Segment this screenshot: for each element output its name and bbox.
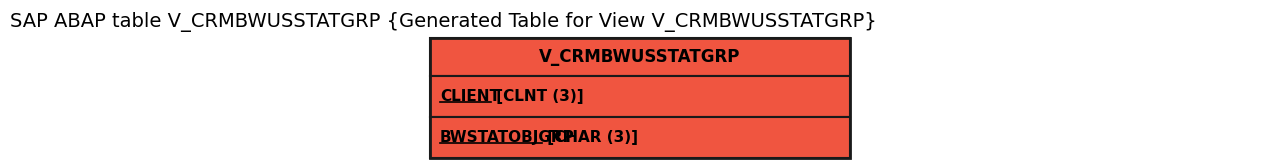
Bar (430, 76, 850, 117)
Text: [CLNT (3)]: [CLNT (3)] (490, 89, 583, 104)
Text: V_CRMBWUSSTATGRP: V_CRMBWUSSTATGRP (539, 48, 741, 66)
Text: SAP ABAP table V_CRMBWUSSTATGRP {Generated Table for View V_CRMBWUSSTATGRP}: SAP ABAP table V_CRMBWUSSTATGRP {Generat… (10, 12, 877, 32)
Text: BWSTATOBJGRP: BWSTATOBJGRP (440, 130, 575, 145)
Bar (430, 38, 850, 158)
Text: [CHAR (3)]: [CHAR (3)] (542, 130, 638, 145)
Bar (430, 117, 850, 158)
Text: CLIENT: CLIENT (440, 89, 499, 104)
Bar (430, 38, 850, 76)
